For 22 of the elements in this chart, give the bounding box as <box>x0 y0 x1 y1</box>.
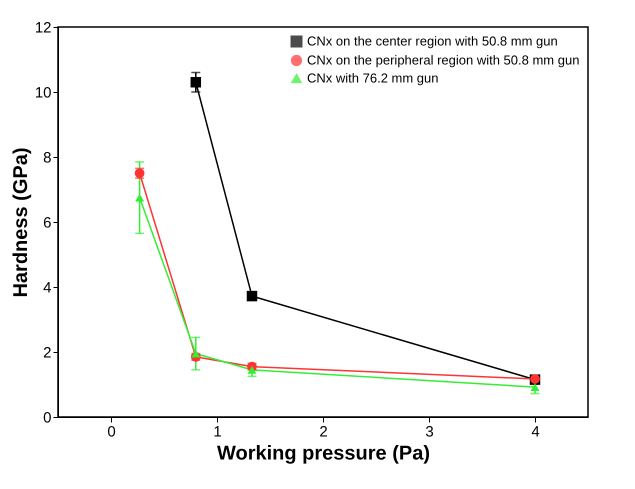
y-tick-label: 0 <box>43 410 52 426</box>
y-tick-label: 4 <box>43 280 52 296</box>
legend-label: CNx with 76.2 mm gun <box>307 70 438 86</box>
x-tick-label: 1 <box>213 424 222 440</box>
y-tick-label: 12 <box>34 20 52 36</box>
point <box>530 383 540 391</box>
point <box>135 194 144 202</box>
x-tick-label: 3 <box>425 424 434 440</box>
point <box>248 366 256 374</box>
point <box>246 290 258 302</box>
legend-label: CNx on the peripheral region with 50.8 mm gun <box>307 52 580 68</box>
x-axis-title: Working pressure (Pa) <box>216 442 430 464</box>
y-tick-label: 10 <box>34 84 52 102</box>
y-tick-label: 6 <box>43 214 52 232</box>
y-tick-label: 2 <box>43 344 52 362</box>
y-axis-title: Hardness (GPa) <box>10 147 32 298</box>
y-tick-label: 8 <box>43 150 52 166</box>
point <box>190 77 202 88</box>
x-tick-label: 0 <box>107 424 116 440</box>
x-tick-label: 2 <box>319 424 328 440</box>
legend-label: CNx on the center region with 50.8 mm gun <box>307 34 558 48</box>
x-tick-label: 4 <box>531 424 540 440</box>
